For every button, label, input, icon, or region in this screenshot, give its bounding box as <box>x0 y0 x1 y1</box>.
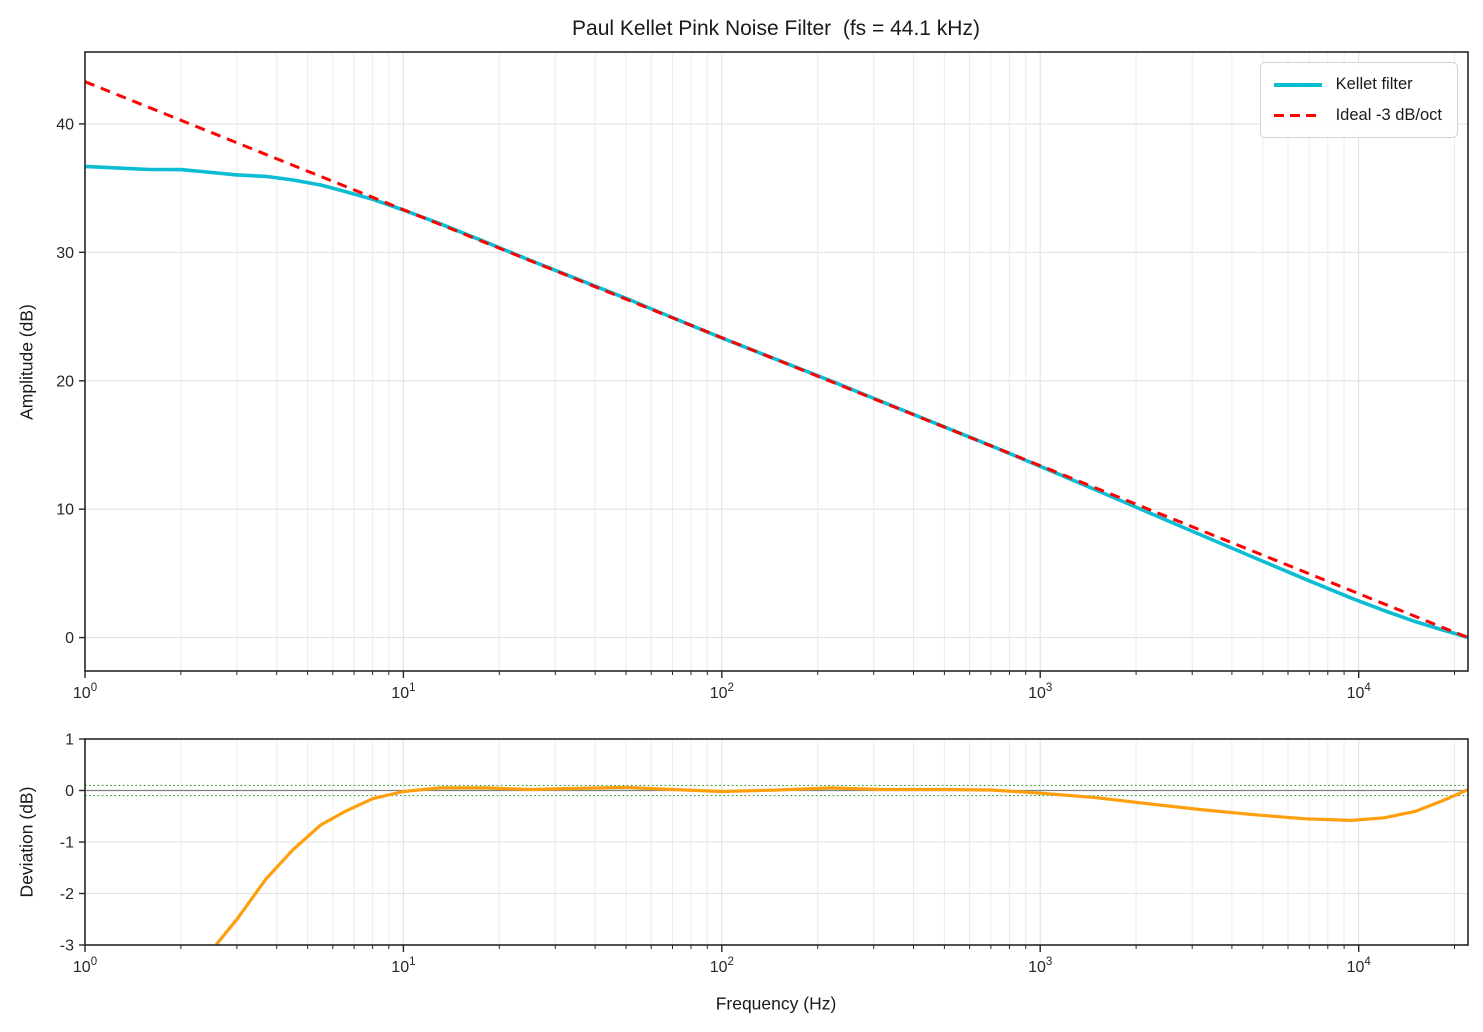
ticks: 100 101 102 103 104 0 10 20 30 40 <box>56 116 1455 702</box>
x-tick-label: 103 <box>1028 682 1052 702</box>
x-tick-label: 101 <box>391 682 415 702</box>
legend: Kellet filter Ideal -3 dB/oct <box>1259 62 1458 138</box>
grid <box>84 739 1468 945</box>
x-tick-label: 100 <box>73 682 97 702</box>
x-tick-label: 100 <box>73 956 97 976</box>
chart-title: Paul Kellet Pink Noise Filter (fs = 44.1… <box>572 17 980 40</box>
y-tick-label: 30 <box>56 245 74 262</box>
y-tick-label: -2 <box>60 886 74 903</box>
legend-label-kellet: Kellet filter <box>1335 75 1413 93</box>
ideal-line-swatch <box>1273 113 1322 118</box>
x-tick-label: 102 <box>710 956 734 976</box>
x-tick-label: 101 <box>391 956 415 976</box>
axes-spine <box>84 51 1469 672</box>
y-tick-label: 1 <box>65 732 74 749</box>
y-tick-label: -3 <box>60 938 74 955</box>
legend-item-kellet: Kellet filter <box>1273 75 1442 94</box>
series-kellet-filter <box>85 164 1468 640</box>
y-tick-label: 10 <box>56 502 74 519</box>
legend-item-ideal: Ideal -3 dB/oct <box>1273 106 1442 125</box>
series-group <box>213 785 1468 945</box>
series-deviation <box>213 785 1468 945</box>
y-tick-label: -1 <box>60 835 74 852</box>
frequency-axis-label: Frequency (Hz) <box>715 993 837 1014</box>
series-group <box>85 80 1468 640</box>
y-tick-label: 20 <box>56 373 74 390</box>
y-tick-label: 0 <box>65 630 74 647</box>
x-tick-label: 104 <box>1347 956 1372 976</box>
x-tick-label: 103 <box>1028 956 1052 976</box>
panel-amplitude: 100 101 102 103 104 0 10 20 30 40 <box>56 51 1469 702</box>
series-ideal-3-db-oct <box>85 80 1468 639</box>
x-tick-label: 102 <box>710 682 734 702</box>
legend-label-ideal: Ideal -3 dB/oct <box>1335 106 1442 124</box>
kellet-line-swatch <box>1273 82 1322 87</box>
y-tick-label: 0 <box>65 783 74 800</box>
ticks: 100 101 102 103 104 1 0 -1 -2 -3 <box>60 732 1455 976</box>
panel-deviation: 100 101 102 103 104 1 0 -1 -2 -3 <box>60 732 1469 976</box>
y-tick-label: 40 <box>56 116 74 133</box>
grid <box>84 52 1468 671</box>
x-tick-label: 104 <box>1347 682 1372 702</box>
